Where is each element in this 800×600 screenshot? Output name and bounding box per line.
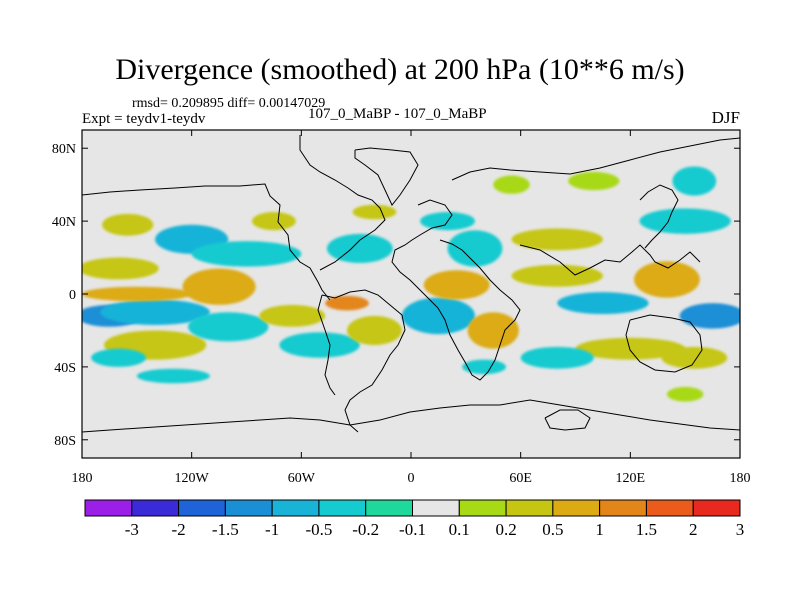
colorbar-swatch xyxy=(552,499,601,517)
anomaly-region xyxy=(91,348,146,367)
x-tick-label: 60E xyxy=(509,471,532,486)
anomaly-region xyxy=(251,212,296,231)
coastline-eurasia-north xyxy=(451,137,740,181)
colorbar-label: 0.1 xyxy=(449,520,470,539)
coastline-africa-europe xyxy=(391,199,521,381)
colorbar-label: 2 xyxy=(689,520,698,539)
anomaly-region xyxy=(182,268,256,305)
colorbar-swatch xyxy=(692,499,741,517)
x-tick-label: 180 xyxy=(730,471,751,486)
colorbar-swatch xyxy=(365,499,414,517)
anomaly-region xyxy=(401,297,475,335)
experiment-label: Expt = teydv1-teydv xyxy=(82,111,206,127)
anomaly-region xyxy=(279,332,360,358)
y-tick-label: 80S xyxy=(54,434,76,449)
colorbar-swatch xyxy=(458,499,507,517)
colorbar-label: 1 xyxy=(595,520,604,539)
y-tick-label: 40N xyxy=(52,215,76,230)
anomaly-region xyxy=(666,386,704,402)
coastline-asia-south xyxy=(519,244,701,276)
x-tick-label: 180 xyxy=(72,471,93,486)
coastline-australia xyxy=(625,314,703,373)
anomaly-region xyxy=(639,208,731,234)
coastline-greenland xyxy=(354,147,419,206)
colorbar-swatch xyxy=(178,499,226,517)
anomaly-region xyxy=(188,312,269,342)
colorbar-label: -1.5 xyxy=(212,520,239,539)
y-tick-label: 80N xyxy=(52,142,76,157)
anomaly-region xyxy=(191,241,302,267)
anomaly-region xyxy=(82,257,159,280)
anomaly-region xyxy=(511,228,603,251)
colorbar-swatch xyxy=(131,499,180,517)
colorbar-label: -0.2 xyxy=(352,520,379,539)
anomaly-region xyxy=(633,261,700,298)
colorbar-label: -0.5 xyxy=(305,520,332,539)
colorbar: -3 -2 -1.5 -1 -0.5 -0.2 -0.1 0.1 0.2 0.5 1 1.5 2 3 xyxy=(84,499,745,539)
anomaly-region xyxy=(679,303,740,329)
comparison-label: 107_0_MaBP - 107_0_MaBP xyxy=(308,106,487,122)
colorbar-swatch xyxy=(318,499,367,517)
colorbar-label: 3 xyxy=(736,520,745,539)
anomaly-region xyxy=(259,304,326,327)
anomaly-region xyxy=(557,292,649,315)
y-tick-label: 0 xyxy=(69,288,76,303)
coastline-asia-east xyxy=(639,184,679,249)
colorbar-label: -0.1 xyxy=(399,520,426,539)
anomaly-region xyxy=(575,337,686,360)
anomaly-region xyxy=(493,175,530,194)
coastlines xyxy=(82,135,740,433)
anomaly-region xyxy=(352,204,397,220)
anomaly-region xyxy=(325,295,369,311)
anomaly-region xyxy=(100,299,210,325)
coastline-antarctica xyxy=(82,399,740,433)
colorbar-swatch xyxy=(599,499,647,517)
anomaly-region xyxy=(347,315,402,346)
colorbar-label: 0.2 xyxy=(495,520,516,539)
colorbar-swatch xyxy=(271,499,320,517)
y-axis: 80N 40N 0 40S 80S xyxy=(52,142,740,449)
anomaly-region xyxy=(423,270,490,300)
anomaly-region xyxy=(326,233,393,264)
x-tick-label: 120E xyxy=(616,471,646,486)
colorbar-swatch xyxy=(645,499,694,517)
colorbar-swatch xyxy=(412,499,460,517)
anomaly-region xyxy=(82,286,192,302)
colorbar-label: -1 xyxy=(265,520,279,539)
coastline-north-america-east xyxy=(299,135,386,271)
coastline-south-america-west xyxy=(317,294,336,396)
x-tick-label: 120W xyxy=(175,471,210,486)
anomaly-region xyxy=(102,213,154,236)
anomaly-region xyxy=(136,368,210,384)
anomaly-region xyxy=(672,166,717,196)
x-axis: 180 120W 60W 0 60E 120E 180 xyxy=(72,130,751,486)
anomaly-region xyxy=(447,230,503,267)
stats-line: rmsd= 0.209895 diff= 0.00147029 xyxy=(132,96,326,111)
coastline-south-america xyxy=(321,289,406,433)
y-tick-label: 40S xyxy=(54,361,76,376)
anomaly-region xyxy=(511,264,603,287)
colorbar-label: -3 xyxy=(125,520,139,539)
anomaly-region xyxy=(520,346,594,369)
x-tick-label: 0 xyxy=(408,471,415,486)
chart-title: Divergence (smoothed) at 200 hPa (10**6 … xyxy=(115,53,685,86)
colorbar-swatch xyxy=(224,499,273,517)
colorbar-label: 0.5 xyxy=(542,520,563,539)
colorbar-swatch xyxy=(505,499,554,517)
anomaly-region xyxy=(661,346,728,369)
anomaly-layer xyxy=(82,166,740,402)
anomaly-region xyxy=(462,359,507,375)
colorbar-label: -2 xyxy=(171,520,185,539)
x-tick-label: 60W xyxy=(288,471,316,486)
coastline-north-america-west xyxy=(82,183,331,301)
colorbar-label: 1.5 xyxy=(636,520,657,539)
coastline-ice-shelf xyxy=(544,409,591,431)
anomaly-region xyxy=(467,312,519,349)
colorbar-swatch xyxy=(84,499,133,517)
anomaly-region xyxy=(568,171,620,191)
season-label: DJF xyxy=(711,108,740,127)
